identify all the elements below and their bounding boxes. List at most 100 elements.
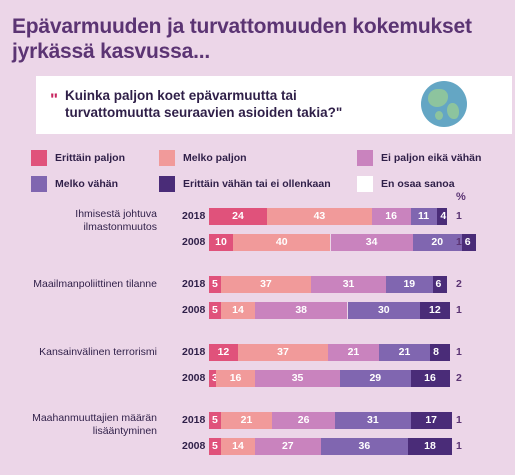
- en-osaa-sanoa-value: 1: [456, 210, 462, 222]
- legend-label: Ei paljon eikä vähän: [381, 152, 482, 164]
- bar-segment: [461, 234, 477, 251]
- year-label: 2018: [182, 414, 206, 426]
- bar-segment: [255, 438, 321, 455]
- stacked-bar: 5 21 26 31 17: [209, 412, 452, 429]
- legend-label: Melko paljon: [183, 152, 247, 164]
- bar-segment: [432, 276, 448, 293]
- bar-segment: [221, 302, 256, 319]
- segment-value-label: 14: [232, 440, 244, 452]
- legend-item: En osaa sanoa: [357, 176, 455, 192]
- segment-value-label: 6: [464, 236, 471, 248]
- legend-item: Melko vähän: [31, 176, 118, 192]
- year-label: 2018: [182, 346, 206, 358]
- legend-swatch: [31, 150, 47, 166]
- bar-segment: [221, 438, 256, 455]
- bar-segment: [238, 344, 329, 361]
- legend-swatch: [159, 150, 175, 166]
- segment-value-label: 18: [424, 440, 436, 452]
- category-label: Maahanmuuttajien määrän lisääntyminen: [32, 412, 157, 437]
- bar-segment: [328, 344, 380, 361]
- segment-value-label: 31: [342, 278, 355, 290]
- bar-segment: [386, 276, 433, 293]
- bar-segment: [330, 234, 414, 251]
- segment-value-label: 43: [313, 210, 326, 222]
- bar-segment: [255, 370, 341, 387]
- bar-segment: [209, 208, 268, 225]
- quote-mark: ": [50, 90, 59, 109]
- stacked-bar: 10 40 34 20 6: [209, 234, 477, 251]
- bar-segment: [209, 234, 234, 251]
- bar-segment: [379, 344, 431, 361]
- legend-item: Erittäin paljon: [31, 150, 125, 166]
- category-label: Maailmanpoliittinen tilanne: [33, 278, 157, 290]
- year-label: 2008: [182, 440, 206, 452]
- segment-value-label: 29: [369, 372, 382, 384]
- bar-segment: [410, 208, 438, 225]
- segment-value-label: 5: [212, 414, 218, 426]
- bar-segment: [209, 276, 222, 293]
- legend-swatch: [357, 150, 373, 166]
- segment-value-label: 24: [232, 210, 244, 222]
- bar-segment: [437, 208, 448, 225]
- year-label: 2008: [182, 304, 206, 316]
- segment-value-label: 26: [297, 414, 310, 426]
- category-label: Ihmisestä johtuva ilmastonmuutos: [75, 208, 157, 233]
- segment-value-label: 36: [358, 440, 371, 452]
- segment-value-label: 16: [424, 372, 436, 384]
- segment-value-label: 17: [425, 414, 438, 426]
- legend-item: Melko paljon: [159, 150, 247, 166]
- stacked-bar: 12 37 21 21 8: [209, 344, 452, 361]
- bar-segment: [410, 370, 450, 387]
- legend-item: Ei paljon eikä vähän: [357, 150, 481, 166]
- segment-value-label: 12: [217, 346, 230, 358]
- legend-label: Erittäin vähän tai ei ollenkaan: [183, 178, 331, 190]
- bar-segment: [209, 302, 222, 319]
- year-label: 2018: [182, 278, 206, 290]
- year-label: 2018: [182, 210, 206, 222]
- segment-value-label: 10: [215, 236, 227, 248]
- segment-value-label: 30: [377, 304, 390, 316]
- segment-value-label: 5: [212, 278, 218, 290]
- bar-segment: [209, 438, 222, 455]
- en-osaa-sanoa-value: 1: [456, 440, 462, 452]
- bar-segment: [267, 208, 372, 225]
- bar-segment: [221, 412, 273, 429]
- year-label: 2008: [182, 236, 206, 248]
- segment-value-label: 34: [365, 236, 378, 248]
- stacked-bar: 24 43 16 11 4: [209, 208, 452, 225]
- bar-segment: [233, 234, 331, 251]
- bar-segment: [320, 438, 409, 455]
- segment-value-label: 19: [403, 278, 416, 290]
- bar-segment: [430, 344, 450, 361]
- segment-value-label: 3: [212, 372, 218, 384]
- stacked-bar: 5 14 38 30 12: [209, 302, 452, 319]
- legend-item: Erittäin vähän tai ei ollenkaan: [159, 176, 331, 192]
- bar-segment: [420, 302, 450, 319]
- segment-value-label: 21: [240, 414, 253, 426]
- segment-value-label: 6: [435, 278, 442, 290]
- segment-value-label: 16: [385, 210, 397, 222]
- bar-segment: [335, 412, 411, 429]
- legend-swatch: [31, 176, 47, 192]
- bar-segment: [408, 438, 452, 455]
- segment-value-label: 27: [281, 440, 294, 452]
- en-osaa-sanoa-value: 2: [456, 372, 462, 384]
- bar-segment: [209, 370, 217, 387]
- segment-value-label: 11: [418, 210, 430, 222]
- bar-segment: [311, 276, 387, 293]
- en-osaa-sanoa-value: 1: [456, 304, 462, 316]
- segment-value-label: 20: [431, 236, 444, 248]
- stacked-bar: 5 37 31 19 6: [209, 276, 452, 293]
- bar-segment: [272, 412, 336, 429]
- segment-value-label: 37: [260, 278, 272, 290]
- legend-label: En osaa sanoa: [381, 178, 455, 190]
- segment-value-label: 16: [229, 372, 242, 384]
- segment-value-label: 35: [291, 372, 304, 384]
- segment-value-label: 21: [398, 346, 411, 358]
- bar-segment: [216, 370, 256, 387]
- segment-value-label: 40: [275, 236, 288, 248]
- bar-segment: [221, 276, 312, 293]
- stacked-bar: 3 16 35 29 16: [209, 370, 452, 387]
- segment-value-label: 4: [440, 210, 447, 222]
